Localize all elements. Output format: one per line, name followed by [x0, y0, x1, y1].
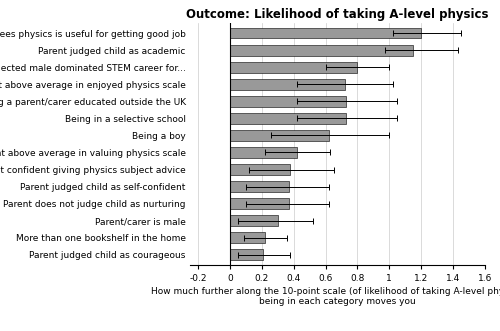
Bar [230, 215, 278, 226]
Bar [230, 181, 289, 192]
Bar [230, 45, 413, 56]
Bar [230, 113, 346, 123]
Bar [230, 79, 344, 89]
Bar [230, 165, 290, 175]
Bar [230, 147, 297, 158]
Bar [230, 62, 358, 72]
Bar [230, 232, 265, 243]
X-axis label: How much further along the 10-point scale (of likelihood of taking A-level physi: How much further along the 10-point scal… [150, 287, 500, 307]
Title: Outcome: Likelihood of taking A-level physics: Outcome: Likelihood of taking A-level ph… [186, 8, 489, 21]
Bar [230, 130, 328, 141]
Bar [230, 96, 346, 107]
Bar [230, 28, 421, 38]
Bar [230, 199, 289, 209]
Bar [230, 250, 264, 260]
